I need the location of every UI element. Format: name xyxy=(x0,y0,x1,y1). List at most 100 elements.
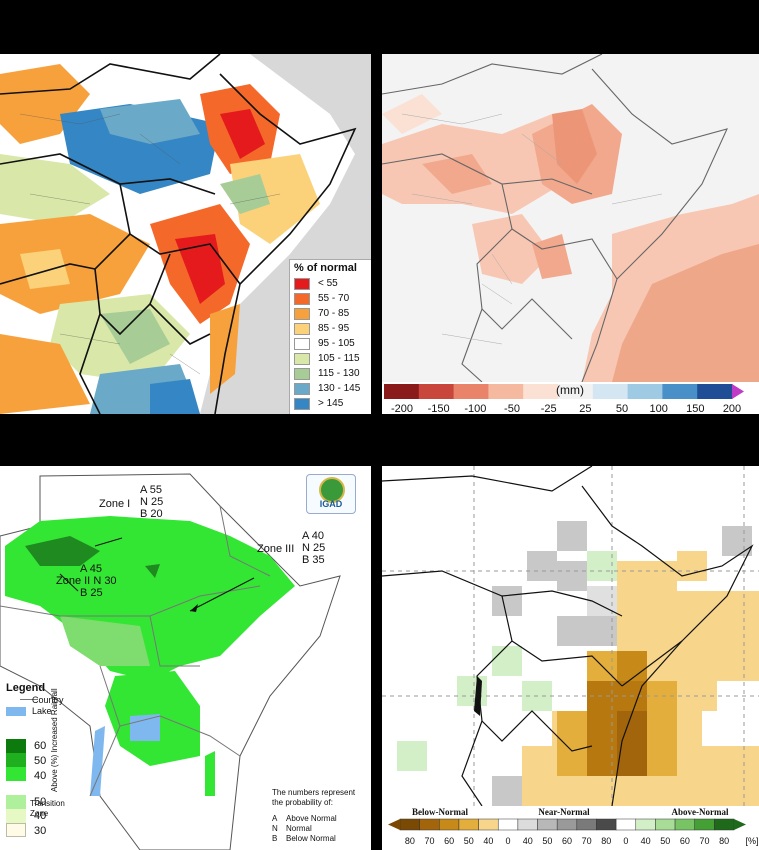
colorbar-tick-label: 25 xyxy=(579,403,591,414)
swatch-t50 xyxy=(6,795,26,809)
legend-swatch xyxy=(294,367,310,380)
zone-2-probabilities: A 45 Zone II N 30 B 25 xyxy=(56,563,117,599)
legend-swatch xyxy=(294,307,310,320)
legend-label: > 145 xyxy=(318,398,344,409)
legend-row: 105 - 115 xyxy=(290,351,371,366)
colorbar-segment xyxy=(592,384,629,399)
probability-note: The numbers represent the probability of… xyxy=(272,788,356,843)
colorbar-segment xyxy=(418,384,455,399)
transition-label: Transition Zone xyxy=(30,799,65,818)
colorbar-segment xyxy=(478,818,499,831)
colorbar-segment xyxy=(537,818,558,831)
legend-swatch xyxy=(294,397,310,410)
legend-row: < 55 xyxy=(290,276,371,291)
colorbar-segment xyxy=(399,818,420,831)
colorbar-tick-label: 200 xyxy=(723,403,741,414)
colorbar-segment xyxy=(517,818,538,831)
colorbar-segment xyxy=(439,818,460,831)
colorbar-tick-label: 60 xyxy=(562,836,572,846)
colorbar-tick-label: 70 xyxy=(424,836,434,846)
legend-swatch xyxy=(294,322,310,335)
legend-row: 115 - 130 xyxy=(290,366,371,381)
colorbar-segment xyxy=(694,818,715,831)
colorbar-tick-label: 60 xyxy=(444,836,454,846)
colorbar-extend-arrow xyxy=(732,384,744,399)
colorbar-extend-arrow-left xyxy=(388,819,400,830)
legend-row: 130 - 145 xyxy=(290,381,371,396)
percent-legend: % of normal < 55 55 - 70 70 - 85 85 - 95 95 … xyxy=(289,259,371,414)
colorbar-unit-br: [%] xyxy=(745,836,758,846)
swatch-t30 xyxy=(6,823,26,837)
country-line-icon xyxy=(20,699,38,700)
colorbar-tick-label: 40 xyxy=(523,836,533,846)
colorbar-tick-label: 60 xyxy=(680,836,690,846)
zone-3-probabilities: A 40 N 25 B 35 xyxy=(302,530,326,566)
colorbar-tick-label: 50 xyxy=(464,836,474,846)
colorbar-segment xyxy=(488,384,524,399)
colorbar-segment xyxy=(714,818,735,831)
mm-colorbar: (mm) -200 -150 -100 -50 -25 25 50 100 150 200 xyxy=(384,383,744,414)
legend-row: 70 - 85 xyxy=(290,306,371,321)
colorbar-tick-label: 50 xyxy=(660,836,670,846)
igad-logo-text: IGAD xyxy=(319,499,343,509)
legend-swatch xyxy=(294,337,310,350)
colorbar-tick-label: -200 xyxy=(391,403,413,414)
colorbar-tick-label: 50 xyxy=(616,403,628,414)
label-below-normal: Below-Normal xyxy=(412,807,468,817)
igad-globe-icon xyxy=(319,477,345,503)
colorbar-tick-label: 50 xyxy=(542,836,552,846)
panel-igad-forecast-zones: IGAD A 55 N 25 B 20 Zone I A 45 Zone II … xyxy=(0,466,371,850)
colorbar-tick-label: -100 xyxy=(464,403,486,414)
legend-row: > 145 xyxy=(290,396,371,411)
legend-label: < 55 xyxy=(318,278,338,289)
legend-label: 130 - 145 xyxy=(318,383,361,394)
colorbar-tick-label: 80 xyxy=(405,836,415,846)
zone-1-label: Zone I xyxy=(99,498,131,510)
probability-colorbar: Below-Normal Near-Normal Above-Normal 80… xyxy=(388,807,759,846)
rainfall-percent-map xyxy=(0,54,371,414)
panel-probabilistic-forecast: Below-Normal Near-Normal Above-Normal 80… xyxy=(382,466,759,850)
legend-title: % of normal xyxy=(294,262,357,274)
colorbar-tick-label: -50 xyxy=(504,403,520,414)
colorbar-segment xyxy=(615,818,637,831)
colorbar-tick-label: 70 xyxy=(700,836,710,846)
panel-rainfall-percent-of-normal: % of normal < 55 55 - 70 70 - 85 85 - 95 95 … xyxy=(0,54,371,414)
legend-label: 70 - 85 xyxy=(318,308,350,319)
colorbar-segment xyxy=(384,384,420,399)
colorbar-segment xyxy=(419,818,440,831)
zone-1-probabilities: A 55 N 25 B 20 xyxy=(140,484,164,520)
colorbar-tick-label: 40 xyxy=(483,836,493,846)
colorbar-tick-label: -150 xyxy=(428,403,450,414)
legend-row: 85 - 95 xyxy=(290,321,371,336)
country-borders-br xyxy=(382,466,754,807)
swatch-60 xyxy=(6,739,26,753)
colorbar-segment xyxy=(596,818,617,831)
colorbar-segment xyxy=(523,384,559,399)
colorbar-segment xyxy=(627,384,663,399)
colorbar-tick-label: 0 xyxy=(506,836,511,846)
swatch-40 xyxy=(6,767,26,781)
legend-label: 95 - 105 xyxy=(318,338,355,349)
legend-row: 55 - 70 xyxy=(290,291,371,306)
colorbar-segment xyxy=(635,818,656,831)
legend-row: 95 - 105 xyxy=(290,336,371,351)
zone-2-label: Zone II xyxy=(56,575,91,587)
igad-logo: IGAD xyxy=(306,474,356,514)
legend-swatch xyxy=(294,352,310,365)
swatch-50 xyxy=(6,753,26,767)
igad-zone-map xyxy=(0,466,371,850)
colorbar-tick-label: 80 xyxy=(719,836,729,846)
colorbar-tick-label: 70 xyxy=(582,836,592,846)
colorbar-segment xyxy=(674,818,695,831)
country-borders-tr xyxy=(382,54,728,383)
colorbar-segment xyxy=(453,384,489,399)
colorbar-tick-label: 100 xyxy=(649,403,667,414)
legend-swatch xyxy=(294,277,310,290)
zone-legend: Legend Country Lake 60 50 40 Above (%) I… xyxy=(6,682,96,847)
colorbar-segment xyxy=(497,818,519,831)
colorbar-unit: (mm) xyxy=(556,383,584,397)
colorbar-segment xyxy=(558,384,594,399)
colorbar-extend-arrow-right xyxy=(734,819,746,830)
colorbar-segment xyxy=(697,384,733,399)
lake-swatch xyxy=(6,707,26,716)
